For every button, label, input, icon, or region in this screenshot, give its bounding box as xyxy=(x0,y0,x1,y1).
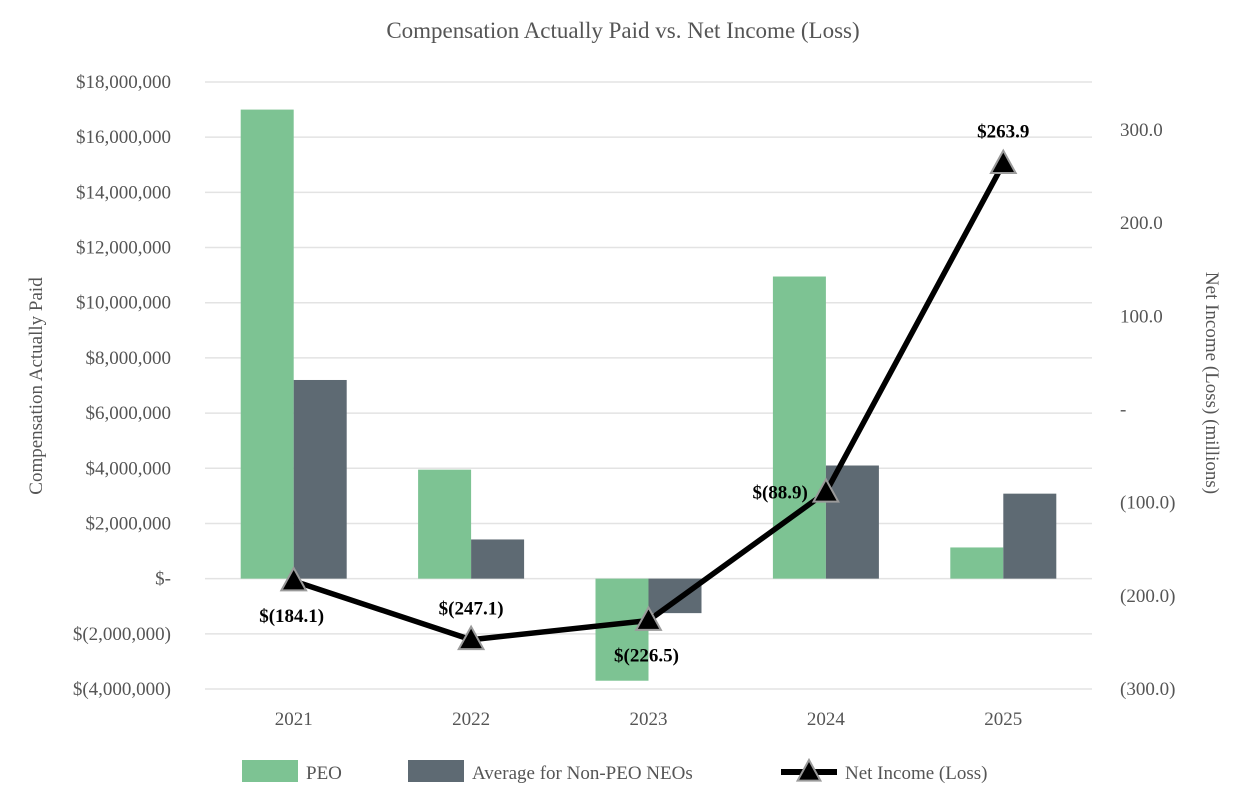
left-tick-label: $(4,000,000) xyxy=(73,679,171,700)
left-tick-label: $6,000,000 xyxy=(86,403,172,424)
right-tick-label: (300.0) xyxy=(1120,679,1175,700)
net-income-data-label: $(184.1) xyxy=(259,606,324,627)
x-tick-label: 2025 xyxy=(984,709,1022,730)
right-tick-label: 100.0 xyxy=(1120,306,1163,327)
non-peo-neo-bar xyxy=(1003,493,1057,579)
left-tick-label: $- xyxy=(155,569,171,590)
legend-swatch-peo xyxy=(242,760,298,782)
net-income-polyline xyxy=(290,160,1007,643)
net-income-data-label: $263.9 xyxy=(977,122,1029,143)
right-tick-label: 300.0 xyxy=(1120,120,1163,141)
x-tick-label: 2022 xyxy=(452,709,490,730)
non-peo-neo-bar xyxy=(471,539,525,579)
gridlines xyxy=(205,81,1092,690)
left-tick-label: $(2,000,000) xyxy=(73,624,171,645)
net-income-marker xyxy=(457,624,486,651)
peo-bar xyxy=(418,469,472,579)
left-tick-label: $12,000,000 xyxy=(76,238,171,259)
non-peo-neo-bar xyxy=(293,379,347,579)
chart-title: Compensation Actually Paid vs. Net Incom… xyxy=(386,18,859,43)
legend: PEO Average for Non-PEO NEOs Net Income (L… xyxy=(242,757,987,784)
left-tick-label: $8,000,000 xyxy=(86,348,172,369)
left-axis-ticks: $18,000,000 $16,000,000 $14,000,000 $12,000… xyxy=(73,72,171,700)
net-income-line xyxy=(290,160,1007,643)
left-tick-label: $14,000,000 xyxy=(76,182,171,203)
x-axis-ticks: 2021 2022 2023 2024 2025 xyxy=(275,709,1023,730)
net-income-data-label: $(226.5) xyxy=(614,646,679,667)
net-income-marker xyxy=(279,565,308,592)
bars xyxy=(240,109,1057,681)
right-tick-label: - xyxy=(1120,400,1126,421)
net-income-marker xyxy=(989,148,1018,174)
non-peo-neo-bar xyxy=(825,465,879,579)
left-tick-label: $4,000,000 xyxy=(86,458,172,479)
right-tick-label: (200.0) xyxy=(1120,586,1175,607)
x-tick-label: 2021 xyxy=(275,709,313,730)
left-tick-label: $18,000,000 xyxy=(76,72,171,93)
legend-swatch-net-income-marker xyxy=(795,757,823,782)
x-tick-label: 2023 xyxy=(630,709,668,730)
legend-swatch-non-peo-neos xyxy=(408,760,464,782)
peo-bar xyxy=(772,276,826,579)
x-tick-label: 2024 xyxy=(807,709,846,730)
non-peo-neo-bar xyxy=(648,578,702,614)
right-tick-label: (100.0) xyxy=(1120,493,1175,514)
peo-bar xyxy=(950,547,1004,579)
right-axis-title: Net Income (Loss) (millions) xyxy=(1201,272,1222,494)
left-axis-title: Compensation Actually Paid xyxy=(26,277,47,495)
legend-label-non-peo-neos: Average for Non-PEO NEOs xyxy=(472,763,693,784)
legend-label-net-income: Net Income (Loss) xyxy=(845,763,987,784)
left-tick-label: $16,000,000 xyxy=(76,127,171,148)
left-tick-label: $2,000,000 xyxy=(86,513,172,534)
net-income-data-label: $(88.9) xyxy=(752,482,807,503)
legend-label-peo: PEO xyxy=(306,763,342,784)
net-income-markers xyxy=(279,148,1018,651)
net-income-marker xyxy=(634,605,663,631)
net-income-marker xyxy=(811,477,840,503)
left-tick-label: $10,000,000 xyxy=(76,293,171,314)
data-labels: $(184.1) $(247.1) $(226.5) $(88.9) $263.9 xyxy=(259,122,1029,667)
net-income-data-label: $(247.1) xyxy=(439,599,504,620)
right-tick-label: 200.0 xyxy=(1120,213,1163,234)
right-axis-ticks: 300.0 200.0 100.0 - (100.0) (200.0) (300.0) xyxy=(1120,120,1175,700)
peo-bar xyxy=(240,109,294,579)
